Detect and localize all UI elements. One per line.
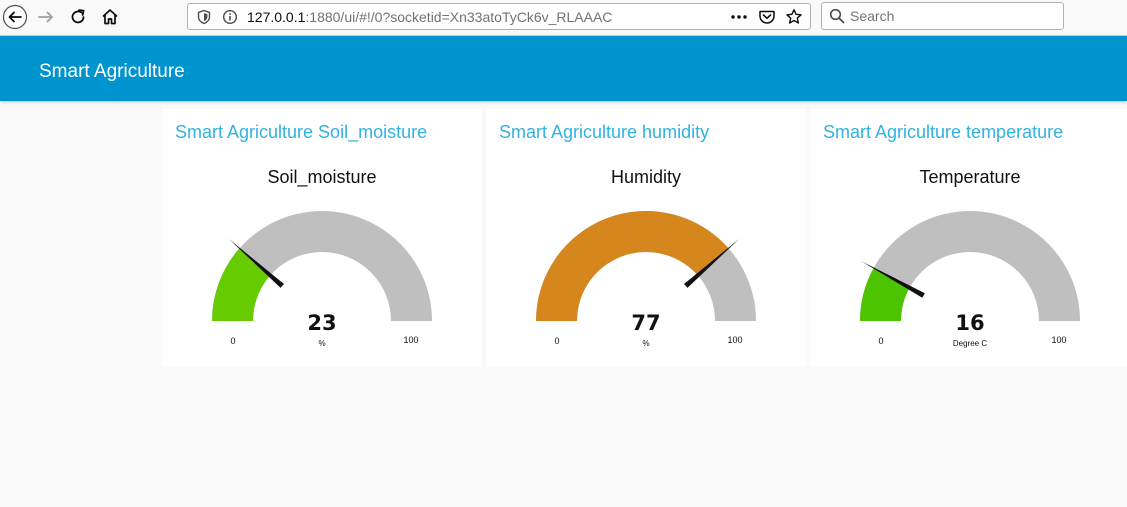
browser-search-bar[interactable] xyxy=(821,2,1064,30)
gauge-label: Humidity xyxy=(610,167,681,187)
gauge-min-label: 0 xyxy=(878,336,883,346)
gauge-max-label: 100 xyxy=(403,335,418,345)
forward-button[interactable] xyxy=(32,4,60,30)
gauge-unit: % xyxy=(318,339,325,348)
gauge-fill xyxy=(212,248,271,321)
gauge-unit: % xyxy=(642,339,649,348)
reload-icon xyxy=(71,9,85,24)
url-bar[interactable]: 127.0.0.1:1880/ui/#!/0?socketid=Xn33atoT… xyxy=(187,3,811,30)
url-host: 127.0.0.1 xyxy=(247,9,306,25)
gauge-label: Soil_moisture xyxy=(267,167,377,187)
card-soil-moisture: Smart Agriculture Soil_moisture Soil_moi… xyxy=(162,109,482,367)
info-icon[interactable] xyxy=(222,9,238,25)
temperature-gauge: 16 Degree C 0 100 xyxy=(860,211,1080,348)
gauge-needle xyxy=(861,261,925,298)
search-input[interactable] xyxy=(850,7,1050,25)
forward-arrow-icon xyxy=(38,11,53,23)
gauge-unit: Degree C xyxy=(953,339,987,348)
gauge-value: 23 xyxy=(307,311,336,335)
gauge-needle xyxy=(684,238,740,288)
gauge-track xyxy=(860,211,1080,321)
soil-moisture-gauge: 23 % 0 100 xyxy=(212,211,432,348)
reload-button[interactable] xyxy=(64,4,92,30)
back-arrow-icon xyxy=(2,4,28,30)
pocket-icon[interactable] xyxy=(758,9,776,25)
url-path: :1880/ui/#!/0?socketid=Xn33atoTyCk6v_RLA… xyxy=(305,9,613,25)
bookmark-star-icon[interactable] xyxy=(785,8,803,26)
card-humidity: Smart Agriculture humidity Humidity 77 %… xyxy=(486,109,806,367)
back-button[interactable] xyxy=(1,4,29,30)
card-title: Smart Agriculture humidity xyxy=(499,122,710,142)
url-text[interactable]: 127.0.0.1:1880/ui/#!/0?socketid=Xn33atoT… xyxy=(247,9,612,25)
gauge-value: 16 xyxy=(955,311,984,335)
home-button[interactable] xyxy=(96,4,124,30)
gauge-min-label: 0 xyxy=(230,336,235,346)
gauge-fill xyxy=(536,211,729,321)
card-title: Smart Agriculture Soil_moisture xyxy=(175,122,428,142)
page-actions-icon[interactable] xyxy=(730,9,748,25)
humidity-gauge: 77 % 0 100 xyxy=(536,211,756,348)
card-title: Smart Agriculture temperature xyxy=(823,122,1064,142)
gauge-needle xyxy=(228,238,284,288)
app-title: Smart Agriculture xyxy=(39,61,185,82)
gauge-min-label: 0 xyxy=(554,336,559,346)
search-icon xyxy=(829,8,845,24)
gauge-value: 77 xyxy=(631,311,660,335)
home-icon xyxy=(102,9,118,25)
gauge-max-label: 100 xyxy=(1051,335,1066,345)
card-temperature: Smart Agriculture temperature Temperatur… xyxy=(810,109,1127,367)
app-toolbar: Smart Agriculture xyxy=(0,36,1127,101)
gauge-max-label: 100 xyxy=(727,335,742,345)
gauge-label: Temperature xyxy=(919,167,1021,187)
gauge-track xyxy=(212,211,432,321)
tracking-shield-icon[interactable] xyxy=(196,9,212,25)
browser-toolbar: 127.0.0.1:1880/ui/#!/0?socketid=Xn33atoT… xyxy=(0,0,1127,36)
